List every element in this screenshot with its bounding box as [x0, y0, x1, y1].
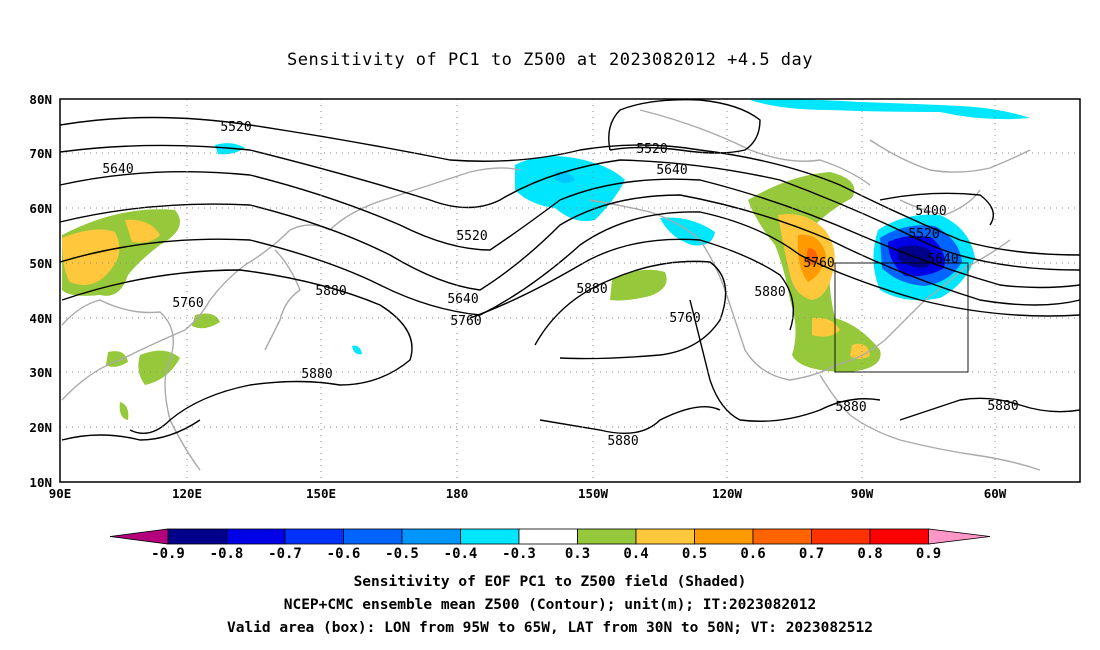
colorbar-label: 0.9	[916, 546, 941, 562]
contour-label: 5400	[915, 204, 946, 219]
positive-shade-pacific	[610, 269, 667, 301]
lat-label: 70N	[29, 146, 52, 161]
colorbar-swatch	[284, 528, 344, 545]
colorbar-label: 0.4	[623, 546, 648, 562]
colorbar-label: -0.5	[385, 546, 419, 562]
longitude-labels: 90E 120E 150E 180 150W 120W 90W 60W	[49, 486, 1007, 501]
lon-label: 180	[446, 486, 469, 501]
caption-line-1: Sensitivity of EOF PC1 to Z500 field (Sh…	[353, 574, 747, 590]
negative-shade-beaufort	[515, 156, 625, 222]
colorbar-label: 0.5	[682, 546, 707, 562]
caption-line-2: NCEP+CMC ensemble mean Z500 (Contour); u…	[283, 597, 817, 613]
contour-label: 5880	[607, 434, 638, 449]
colorbar-swatch	[401, 528, 461, 545]
positive-core-gulf	[812, 317, 840, 337]
contour-label: 5640	[102, 162, 133, 177]
contour-label: 5880	[576, 282, 607, 297]
contour-label: 5520	[220, 120, 251, 135]
caption-line-3: Valid area (box): LON from 95W to 65W, L…	[226, 620, 873, 636]
colorbar-label: 0.8	[857, 546, 882, 562]
lon-label: 60W	[984, 486, 1007, 501]
lat-label: 60N	[29, 201, 52, 216]
gridlines	[60, 99, 1080, 482]
colorbar-swatch	[460, 528, 520, 545]
colorbar-left-arrow	[109, 528, 169, 545]
negative-shade-arctic	[750, 99, 1030, 120]
contour-label: 5640	[656, 163, 687, 178]
positive-core-asia	[62, 229, 120, 285]
colorbar-labels: -0.9 -0.8 -0.7 -0.6 -0.5 -0.4 -0.3 0.3 0.4 0.5 0.6…	[151, 546, 941, 562]
positive-shade-small-1	[192, 313, 220, 329]
colorbar-label: -0.4	[444, 546, 478, 562]
contour-label: 5760	[669, 311, 700, 326]
positive-core-gulf-2	[850, 343, 870, 359]
negative-shade-small-pac	[352, 345, 362, 355]
contour-label: 5880	[987, 399, 1018, 414]
positive-core-na-3	[806, 248, 818, 265]
lat-label: 10N	[29, 475, 52, 490]
positive-core-asia-2	[125, 219, 160, 243]
lat-label: 40N	[29, 311, 52, 326]
contour-label: 5760	[803, 256, 834, 271]
contour-labels: 5520 5640 5520 5640 5520 5400 5520 5640 …	[102, 120, 1018, 449]
lat-label: 50N	[29, 256, 52, 271]
colorbar-label: -0.3	[502, 546, 536, 562]
colorbar-swatch	[694, 528, 754, 545]
contour-label: 5880	[754, 285, 785, 300]
lon-label: 120W	[712, 486, 743, 501]
negative-shade-alaska	[660, 217, 715, 246]
contour-label: 5520	[636, 142, 667, 157]
colorbar-swatch	[811, 528, 871, 545]
coastlines	[61, 109, 1041, 471]
positive-shade-small-2	[138, 350, 180, 385]
colorbar-right-arrow	[928, 528, 991, 545]
colorbar-swatch	[226, 528, 286, 545]
contour-label: 5760	[450, 314, 481, 329]
contour-label: 5520	[456, 229, 487, 244]
colorbar-label: -0.6	[327, 546, 361, 562]
colorbar-swatch	[518, 528, 578, 545]
colorbar-swatch	[343, 528, 403, 545]
lon-label: 150W	[578, 486, 609, 501]
lon-label: 120E	[172, 486, 202, 501]
lon-label: 90E	[49, 486, 72, 501]
colorbar-swatch	[635, 528, 695, 545]
colorbar-swatch	[869, 528, 929, 545]
colorbar-label: 0.6	[740, 546, 765, 562]
colorbar-label: 0.3	[565, 546, 590, 562]
plot-title: Sensitivity of PC1 to Z500 at 2023082012…	[286, 50, 813, 70]
colorbar-label: -0.9	[151, 546, 185, 562]
negative-core-beaufort	[555, 171, 575, 183]
contour-label: 5520	[908, 227, 939, 242]
colorbar-label: -0.8	[210, 546, 244, 562]
contour-label: 5880	[315, 284, 346, 299]
colorbar-swatch	[167, 528, 227, 545]
contour-label: 5880	[301, 367, 332, 382]
contour-label: 5640	[927, 252, 958, 267]
colorbar-swatch	[752, 528, 812, 545]
colorbar-swatch	[577, 528, 637, 545]
colorbar	[109, 528, 991, 545]
latitude-labels: 80N 70N 60N 50N 40N 30N 20N 10N	[29, 92, 52, 490]
lon-label: 90W	[851, 486, 874, 501]
contour-label: 5640	[447, 292, 478, 307]
colorbar-label: -0.7	[268, 546, 302, 562]
valid-area-box	[834, 262, 969, 373]
lat-label: 80N	[29, 92, 52, 107]
positive-shade-small-4	[119, 402, 129, 420]
contour-label: 5760	[172, 296, 203, 311]
colorbar-label: 0.7	[799, 546, 824, 562]
lat-label: 30N	[29, 365, 52, 380]
contours	[59, 99, 1081, 441]
map-frame	[59, 98, 1081, 483]
lat-label: 20N	[29, 420, 52, 435]
contour-label: 5880	[835, 400, 866, 415]
lon-label: 150E	[306, 486, 336, 501]
